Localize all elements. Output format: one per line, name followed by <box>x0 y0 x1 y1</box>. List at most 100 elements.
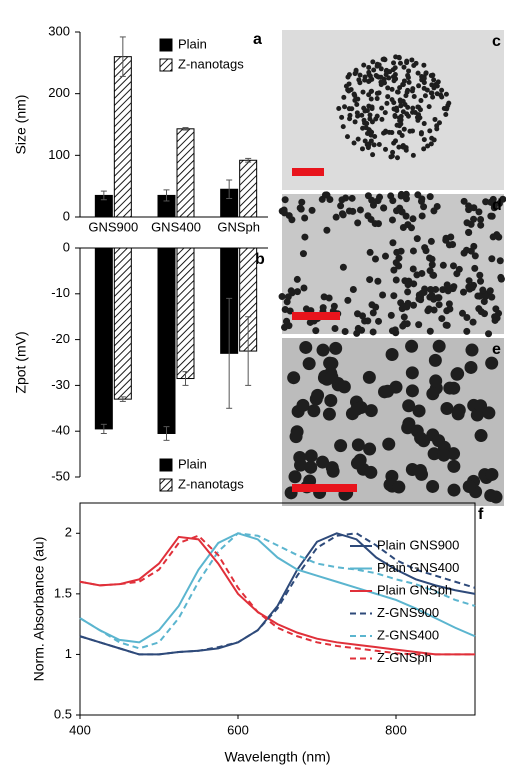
particle <box>405 462 419 476</box>
particle <box>421 62 427 68</box>
particle <box>471 252 479 260</box>
particle <box>339 263 347 271</box>
particle <box>411 62 417 68</box>
particle <box>447 459 461 473</box>
particle <box>397 85 403 91</box>
particle <box>405 72 411 78</box>
particle <box>394 155 400 161</box>
particle <box>450 367 464 381</box>
particle <box>442 234 450 242</box>
particle <box>402 190 410 198</box>
particle <box>362 370 376 384</box>
particle <box>382 146 388 152</box>
particle <box>485 467 499 481</box>
particle <box>324 394 338 408</box>
particle <box>446 100 452 106</box>
particle <box>400 302 408 310</box>
particle <box>369 106 375 112</box>
particle <box>443 381 457 395</box>
particle <box>428 261 436 269</box>
particle <box>426 327 434 335</box>
particle <box>416 112 422 118</box>
particle <box>366 248 374 256</box>
particle <box>325 461 339 475</box>
bar <box>176 247 195 380</box>
particle <box>462 479 476 493</box>
panel-label: c <box>492 33 501 50</box>
particle <box>302 357 316 371</box>
y-tick-label: -50 <box>51 468 70 483</box>
particle <box>372 303 380 311</box>
particle <box>421 137 427 143</box>
particle <box>405 339 419 353</box>
particle <box>430 306 438 314</box>
particle <box>449 241 457 249</box>
y-tick-label: 1 <box>65 646 72 661</box>
particle <box>389 130 395 136</box>
particle <box>485 330 493 338</box>
particle <box>401 126 407 132</box>
y-tick-label: 2 <box>65 525 72 540</box>
error-bar <box>119 36 126 77</box>
legend-label: Plain GNS400 <box>377 560 459 575</box>
particle <box>386 75 392 81</box>
particle <box>322 407 336 421</box>
particle <box>453 270 461 278</box>
particle <box>337 202 345 210</box>
particle <box>421 75 427 81</box>
particle <box>409 215 417 223</box>
particle <box>485 356 499 370</box>
particle <box>431 77 437 83</box>
particle <box>366 69 372 75</box>
particle <box>374 277 382 285</box>
legend-label: Z-GNS900 <box>377 605 439 620</box>
particle <box>336 106 342 112</box>
particle <box>410 152 416 158</box>
particle <box>405 366 419 380</box>
particle <box>388 327 396 335</box>
particle <box>486 287 494 295</box>
particle <box>361 105 367 111</box>
particle <box>392 276 400 284</box>
particle <box>399 322 407 330</box>
particle <box>412 404 426 418</box>
particle <box>439 261 447 269</box>
particle <box>367 112 373 118</box>
error-bar <box>245 157 252 163</box>
particle <box>371 255 379 263</box>
particle <box>323 356 337 370</box>
line <box>79 535 475 656</box>
particle <box>428 141 434 147</box>
y-tick-label: 0 <box>63 239 70 254</box>
particle <box>311 388 325 402</box>
particle <box>477 221 485 229</box>
particle <box>323 226 331 234</box>
particle <box>390 149 396 155</box>
particle <box>398 103 404 109</box>
particle <box>374 197 382 205</box>
particle <box>366 141 372 147</box>
particle <box>392 65 398 71</box>
particle <box>364 465 378 479</box>
particle <box>406 68 412 74</box>
x-tick-label: GNS900 <box>88 219 138 234</box>
particle <box>418 269 426 277</box>
particle <box>418 289 426 297</box>
particle <box>447 447 461 461</box>
particle <box>379 291 387 299</box>
particle <box>394 122 400 128</box>
error-bar <box>226 179 233 199</box>
particle <box>341 328 349 336</box>
particle <box>428 73 434 79</box>
error-bar <box>182 127 189 131</box>
particle <box>351 140 357 146</box>
particle <box>373 116 379 122</box>
particle <box>347 112 353 118</box>
legend-label: Z-GNSph <box>377 650 432 665</box>
particle <box>404 111 410 117</box>
particle <box>388 216 396 224</box>
particle <box>362 120 368 126</box>
particle <box>444 287 452 295</box>
particle <box>442 321 450 329</box>
particle <box>341 94 347 100</box>
